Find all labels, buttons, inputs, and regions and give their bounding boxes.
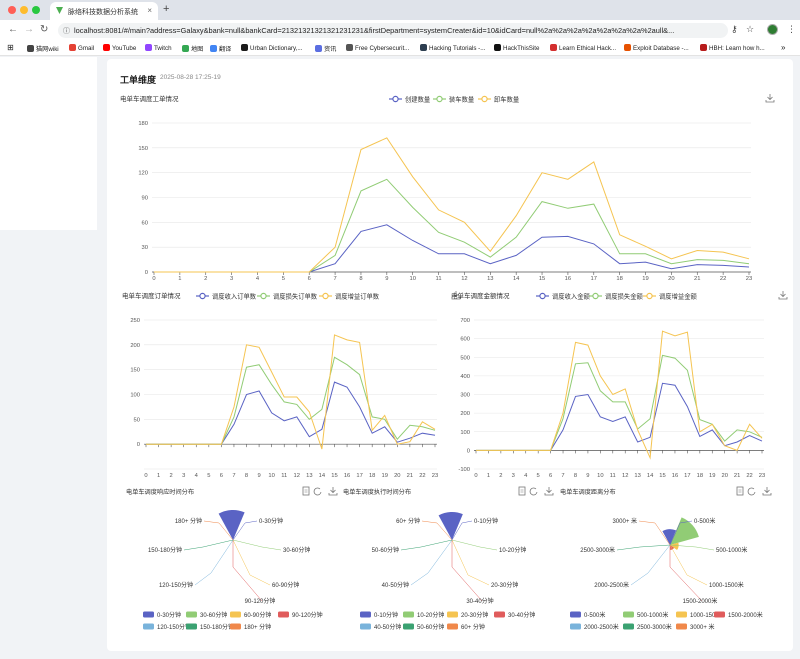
bookmark-item[interactable]: Gmail	[69, 44, 94, 52]
bookmark-star-icon[interactable]: ☆	[746, 24, 755, 34]
profile-avatar[interactable]	[767, 24, 778, 35]
more-bookmarks-icon[interactable]: »	[781, 43, 786, 52]
browser-tab[interactable]: 脉络科技数据分析系统 ×	[50, 2, 158, 20]
site-info-icon[interactable]: ⓘ	[63, 28, 70, 35]
back-icon[interactable]: ←	[8, 24, 18, 35]
reload-icon[interactable]: ↻	[40, 24, 49, 35]
bookmark-item[interactable]: 资讯	[315, 44, 336, 53]
bookmark-item[interactable]: Twitch	[145, 44, 172, 52]
close-window-button[interactable]	[8, 6, 16, 14]
minimize-window-button[interactable]	[20, 6, 28, 14]
bookmark-item[interactable]: Free Cybersecurit...	[346, 44, 409, 52]
bookmark-item[interactable]: Urban Dictionary,...	[241, 44, 303, 52]
bookmark-item[interactable]: Learn Ethical Hack...	[550, 44, 616, 52]
new-tab-button[interactable]: +	[163, 3, 170, 15]
page-timestamp: 2025-08-28 17:25-19	[160, 74, 221, 81]
bookmark-item[interactable]: YouTube	[103, 44, 136, 52]
apps-grid-icon[interactable]: ⊞	[7, 43, 14, 52]
maximize-window-button[interactable]	[32, 6, 40, 14]
vue-favicon-icon	[56, 7, 63, 14]
menu-icon[interactable]: ⋮	[787, 24, 796, 34]
bookmark-item[interactable]: HBH: Learn how h...	[700, 44, 765, 52]
side-panel	[0, 57, 97, 230]
bookmark-item[interactable]: Exploit Database -...	[624, 44, 689, 52]
bookmark-item[interactable]: 地图	[182, 44, 203, 53]
address-bar[interactable]: ⓘ localhost:8081/#/main?address=Galaxy&b…	[58, 23, 728, 38]
browser-toolbar: ← → ↻ ⓘ localhost:8081/#/main?address=Ga…	[0, 20, 800, 40]
url-text: localhost:8081/#/main?address=Galaxy&ban…	[74, 26, 675, 35]
bookmark-item[interactable]: 猫网wiki	[27, 44, 59, 53]
bookmark-item[interactable]: 翻译	[210, 44, 231, 53]
tab-bar: 脉络科技数据分析系统 × +	[0, 0, 800, 20]
key-icon[interactable]: ⚷	[731, 24, 738, 34]
tab-title: 脉络科技数据分析系统	[68, 9, 138, 16]
close-tab-icon[interactable]: ×	[147, 6, 152, 15]
bookmark-item[interactable]: Hacking Tutorials -...	[420, 44, 485, 52]
forward-icon[interactable]: →	[24, 24, 34, 35]
page-title: 工单维度	[120, 75, 157, 85]
dashboard-card	[107, 59, 793, 651]
bookmark-item[interactable]: HackThisSite	[494, 44, 539, 52]
bookmarks-bar: ⊞ 猫网wiki Gmail YouTube Twitch 地图 翻译 Urba…	[0, 40, 800, 56]
